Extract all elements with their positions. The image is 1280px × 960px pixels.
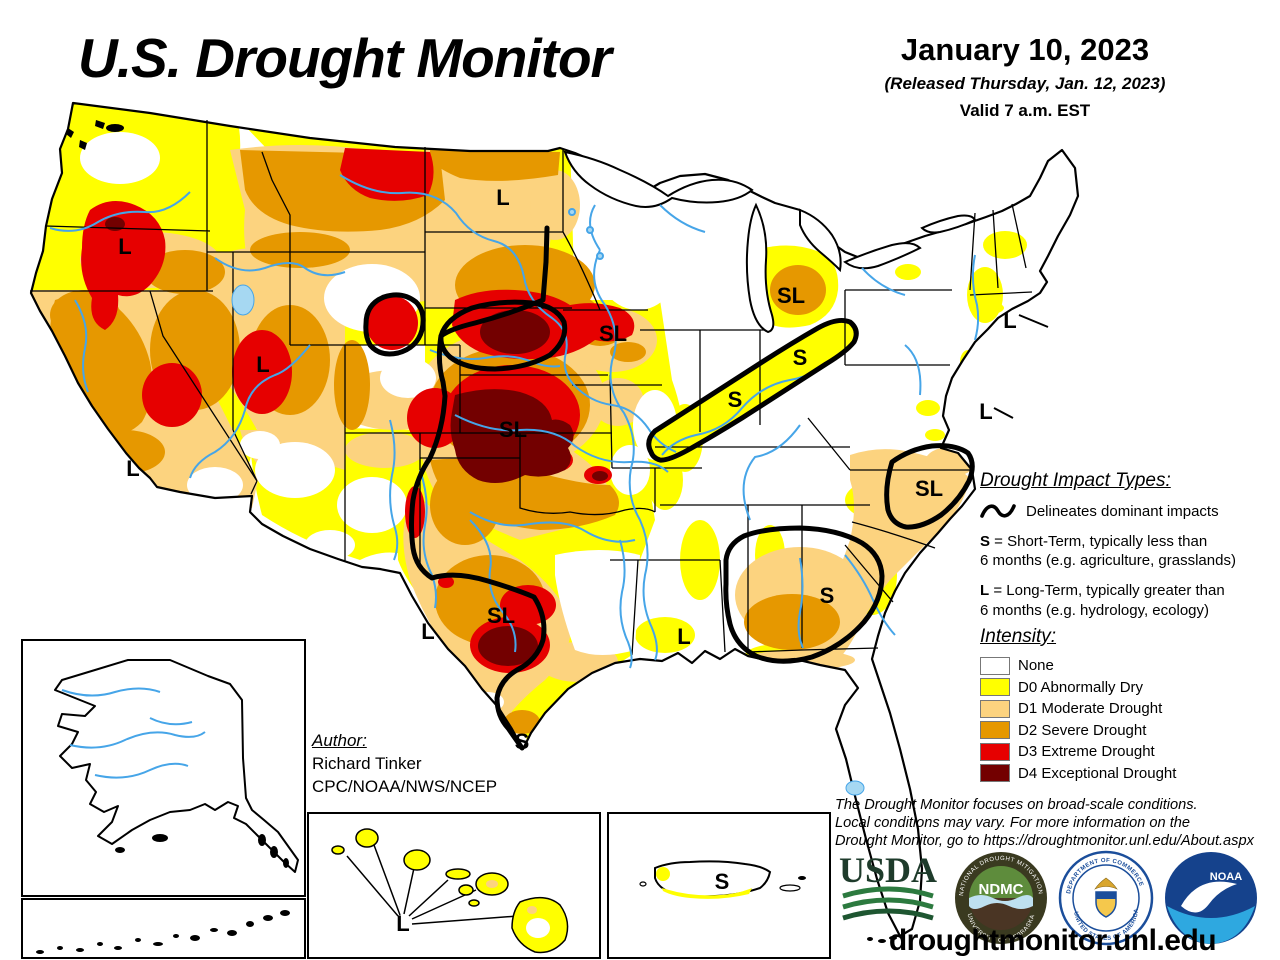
svg-text:USDA: USDA [839,850,937,890]
intensity-label: D2 Severe Drought [1018,721,1147,739]
usda-logo: USDA [839,850,937,921]
date-block: January 10, 2023 (Released Thursday, Jan… [860,32,1190,121]
author-block: Author: Richard Tinker CPC/NOAA/NWS/NCEP [312,730,497,799]
intensity-swatch-d3 [980,742,1010,761]
long-term-definition: L = Long-Term, typically greater than 6 … [980,582,1225,619]
impact-boundary-lines [363,225,975,751]
intensity-label: D0 Abnormally Dry [1018,678,1144,696]
intensity-label: D4 Exceptional Drought [1018,764,1177,782]
author-name: Richard Tinker [312,753,422,773]
intensity-heading: Intensity: [980,626,1057,647]
intensity-row-d0: D0 Abnormally Dry [980,677,1278,699]
noaa-logo: NOAA [1165,852,1257,944]
release-date: (Released Thursday, Jan. 12, 2023) [884,74,1166,93]
intensity-row-d3: D3 Extreme Drought [980,741,1278,763]
intensity-swatch-d4 [980,764,1010,783]
intensity-legend: Intensity: None D0 Abnormally Dry D1 Mod… [980,626,1278,784]
intensity-row-d2: D2 Severe Drought [980,720,1278,742]
commerce-seal: DEPARTMENT OF COMMERCE UNITED STATES OF … [1058,850,1154,946]
conus-outline [29,101,1080,938]
intensity-label: None [1018,657,1054,675]
puerto-rico-inset [607,812,831,959]
delineates-label: Delineates dominant impacts [1026,502,1219,520]
map-date: January 10, 2023 [900,32,1150,67]
author-org: CPC/NOAA/NWS/NCEP [312,776,498,796]
coastal-marks [66,120,897,943]
agency-logos: USDA NATIONAL DROUGHT MITIGATION CENTER … [838,850,1278,946]
svg-text:NOAA: NOAA [1210,871,1242,883]
intensity-row-d1: D1 Moderate Drought [980,698,1278,720]
intensity-swatch-d0 [980,678,1010,697]
svg-text:NDMC: NDMC [979,881,1024,898]
great-lakes [563,150,977,334]
alaska-inset [21,639,306,897]
delineates-row: Delineates dominant impacts [980,501,1278,521]
short-term-definition: S = Short-Term, typically less than 6 mo… [980,533,1236,570]
impact-legend: Drought Impact Types: Delineates dominan… [980,470,1278,620]
page-title: U.S. Drought Monitor [78,27,612,89]
valid-time: Valid 7 a.m. EST [959,101,1091,120]
impact-legend-heading: Drought Impact Types: [980,470,1171,491]
squiggle-icon [980,504,1016,518]
intensity-row-none: None [980,655,1278,677]
aleutians-inset [21,898,306,959]
disclaimer-text: The Drought Monitor focuses on broad-sca… [835,797,1254,850]
droughtmonitor-url[interactable]: droughtmonitor.unl.edu [888,924,1217,957]
intensity-swatch-d2 [980,721,1010,740]
intensity-label: D3 Extreme Drought [1018,743,1155,761]
intensity-row-d4: D4 Exceptional Drought [980,763,1278,785]
intensity-label: D1 Moderate Drought [1018,700,1163,718]
ndmc-logo: NATIONAL DROUGHT MITIGATION CENTER UNIVE… [953,850,1047,944]
hawaii-inset [307,812,601,959]
label-leader-lines [993,314,1049,419]
author-heading: Author: [312,731,367,750]
intensity-swatch-d1 [980,699,1010,718]
rivers [49,174,980,796]
intensity-swatch-none [980,656,1010,675]
